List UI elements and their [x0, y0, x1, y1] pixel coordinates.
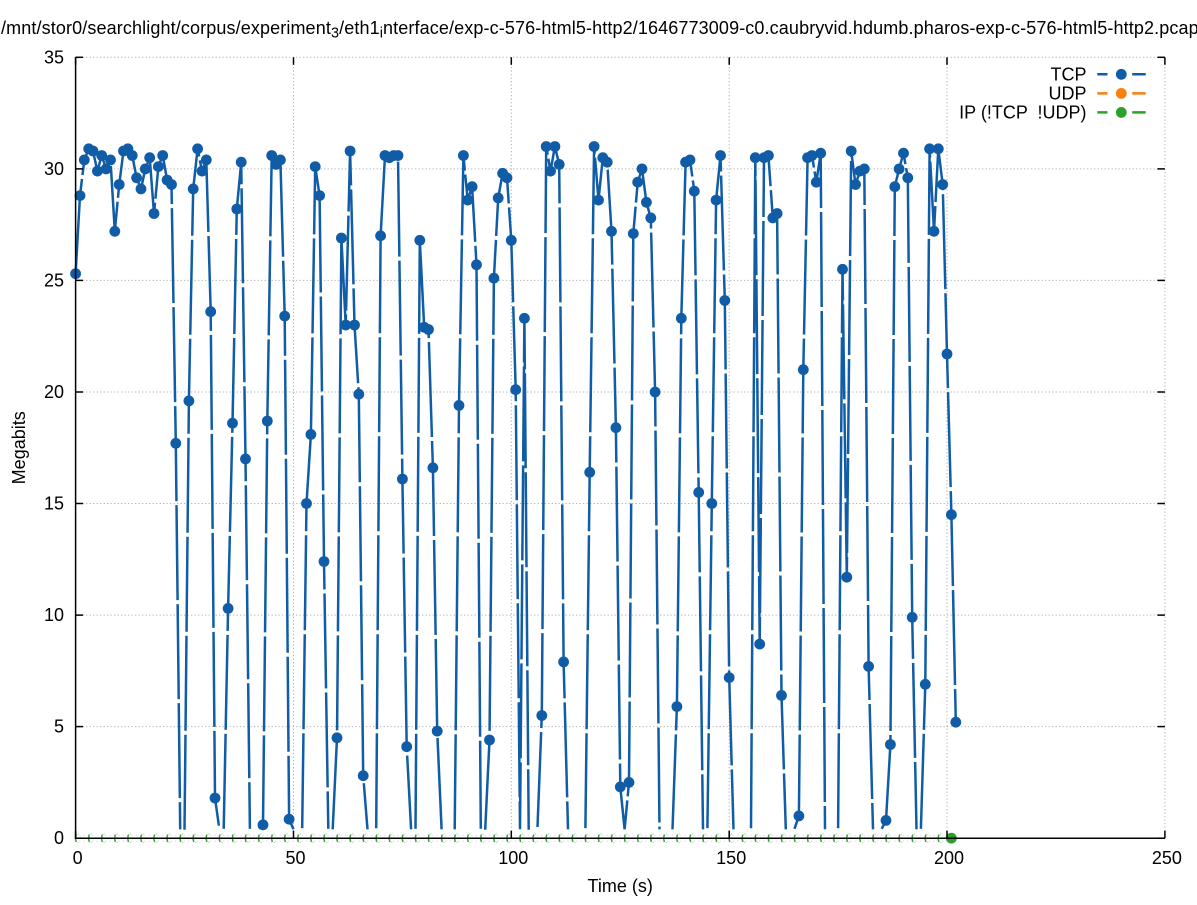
svg-text:15: 15 [44, 494, 64, 514]
svg-text:TCP: TCP [1051, 64, 1087, 84]
svg-text:UDP: UDP [1048, 83, 1086, 103]
svg-text:250: 250 [1152, 848, 1182, 868]
svg-text:200: 200 [934, 848, 964, 868]
svg-text:Megabits: Megabits [9, 411, 29, 484]
svg-text:IP (!TCP !UDP): IP (!TCP !UDP) [959, 102, 1086, 122]
svg-text:35: 35 [44, 47, 64, 67]
svg-text:150: 150 [716, 848, 746, 868]
svg-text:20: 20 [44, 382, 64, 402]
svg-text:5: 5 [54, 717, 64, 737]
svg-text:0: 0 [54, 828, 64, 848]
svg-text:25: 25 [44, 270, 64, 290]
svg-text:0: 0 [73, 848, 83, 868]
svg-text:30: 30 [44, 159, 64, 179]
svg-text:10: 10 [44, 605, 64, 625]
svg-text:Time (s): Time (s) [588, 876, 653, 896]
svg-text:100: 100 [498, 848, 528, 868]
svg-text:50: 50 [285, 848, 305, 868]
svg-text:/mnt/stor0/searchlight/corpus/: /mnt/stor0/searchlight/corpus/experiment… [1, 18, 1197, 42]
